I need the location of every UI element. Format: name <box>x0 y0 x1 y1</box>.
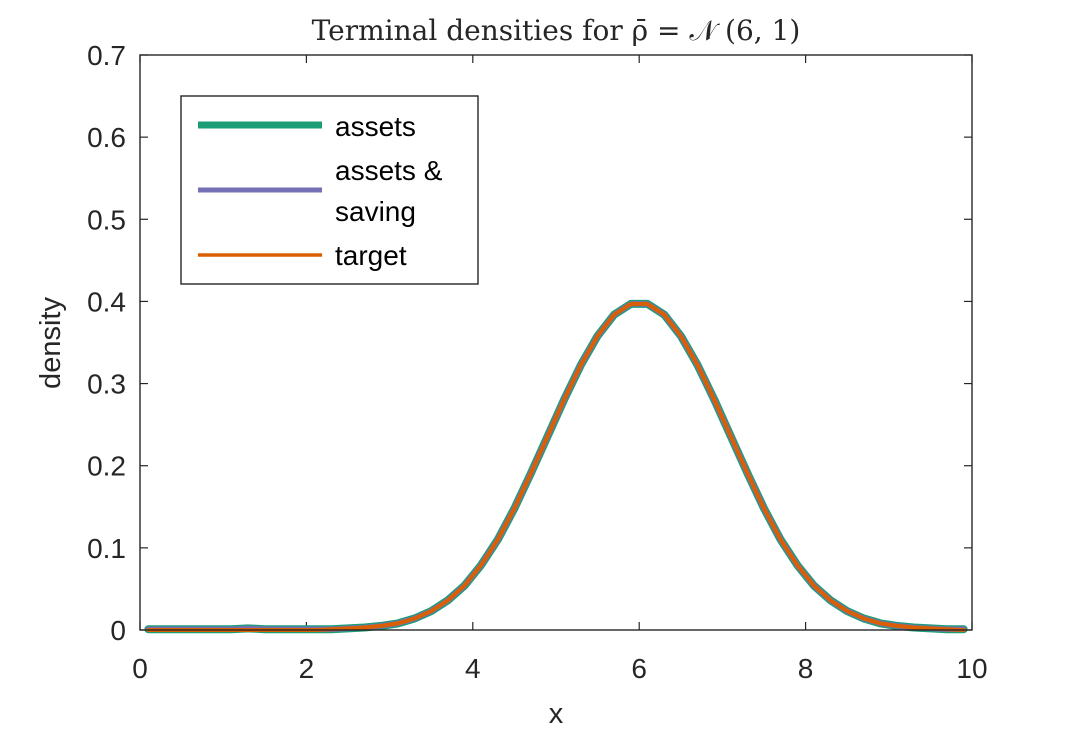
y-axis-label: density <box>35 297 67 389</box>
legend-label-assets-saving: assets & saving <box>335 155 450 227</box>
legend-label-assets: assets <box>335 111 416 142</box>
x-tick-label: 6 <box>631 653 647 684</box>
y-tick-label: 0.1 <box>87 533 126 564</box>
y-tick-label: 0.6 <box>87 122 126 153</box>
legend-label-assets-saving-line2: saving <box>335 196 416 227</box>
x-tick-label: 4 <box>465 653 481 684</box>
legend-label-assets-saving-line1: assets & <box>335 155 443 186</box>
legend: assets assets & saving target <box>180 95 479 285</box>
y-tick-label: 0.3 <box>87 369 126 400</box>
tick-labels: 0 2 4 6 8 10 0 0.1 0.2 0.3 0.4 0.5 0.6 0.7 <box>87 40 988 684</box>
x-axis-label: x <box>549 698 564 730</box>
x-tick-label: 8 <box>798 653 814 684</box>
legend-label-target: target <box>335 240 407 271</box>
y-tick-label: 0 <box>110 615 126 646</box>
y-tick-label: 0.5 <box>87 204 126 235</box>
x-tick-label: 0 <box>132 653 148 684</box>
y-tick-label: 0.4 <box>87 286 126 317</box>
plot-frame <box>139 54 973 631</box>
y-tick-label: 0.7 <box>87 40 126 71</box>
y-tick-label: 0.2 <box>87 451 126 482</box>
x-tick-label: 2 <box>299 653 315 684</box>
chart-title: Terminal densities for ρ̄ = 𝒩 (6, 1) <box>312 14 801 47</box>
x-tick-label: 10 <box>956 653 987 684</box>
